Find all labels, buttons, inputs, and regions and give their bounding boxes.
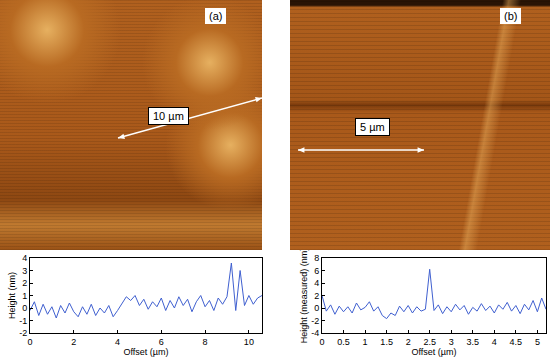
svg-text:0: 0 <box>314 303 319 313</box>
svg-text:1: 1 <box>22 291 27 301</box>
svg-text:2: 2 <box>406 337 411 347</box>
svg-text:3: 3 <box>449 337 454 347</box>
svg-text:10: 10 <box>244 337 254 347</box>
svg-text:2.5: 2.5 <box>423 337 436 347</box>
html-text:(a): (a) <box>209 10 223 22</box>
svg-text:4: 4 <box>492 337 497 347</box>
svg-text:0: 0 <box>27 337 32 347</box>
svg-text:3: 3 <box>22 266 27 276</box>
svg-text:6: 6 <box>159 337 164 347</box>
svg-text:0.5: 0.5 <box>337 337 350 347</box>
svg-text:6: 6 <box>314 266 319 276</box>
svg-text:5: 5 <box>535 337 540 347</box>
html-text:10 µm: 10 µm <box>153 110 184 122</box>
svg-text:0: 0 <box>319 337 324 347</box>
svg-text:8: 8 <box>314 253 319 263</box>
svg-text:2: 2 <box>71 337 76 347</box>
svg-text:Offset (µm): Offset (µm) <box>411 347 456 357</box>
svg-text:4: 4 <box>115 337 120 347</box>
svg-text:-2: -2 <box>311 316 319 326</box>
svg-text:1.5: 1.5 <box>380 337 393 347</box>
svg-text:-4: -4 <box>311 328 319 338</box>
svg-text:4.5: 4.5 <box>510 337 523 347</box>
html-text:5 µm: 5 µm <box>360 121 385 133</box>
svg-text:3.5: 3.5 <box>467 337 480 347</box>
svg-text:2: 2 <box>22 278 27 288</box>
svg-text:8: 8 <box>203 337 208 347</box>
html-text:(b): (b) <box>504 10 518 22</box>
svg-text:Height (measured) (nm): Height (measured) (nm) <box>299 248 309 344</box>
svg-text:1: 1 <box>363 337 368 347</box>
svg-text:0: 0 <box>22 303 27 313</box>
svg-text:4: 4 <box>22 253 27 263</box>
svg-text:-1: -1 <box>19 316 27 326</box>
svg-text:2: 2 <box>314 291 319 301</box>
svg-text:Offset (µm): Offset (µm) <box>123 347 168 357</box>
svg-text:4: 4 <box>314 278 319 288</box>
svg-text:Height (nm): Height (nm) <box>7 272 17 319</box>
svg-text:-2: -2 <box>19 328 27 338</box>
